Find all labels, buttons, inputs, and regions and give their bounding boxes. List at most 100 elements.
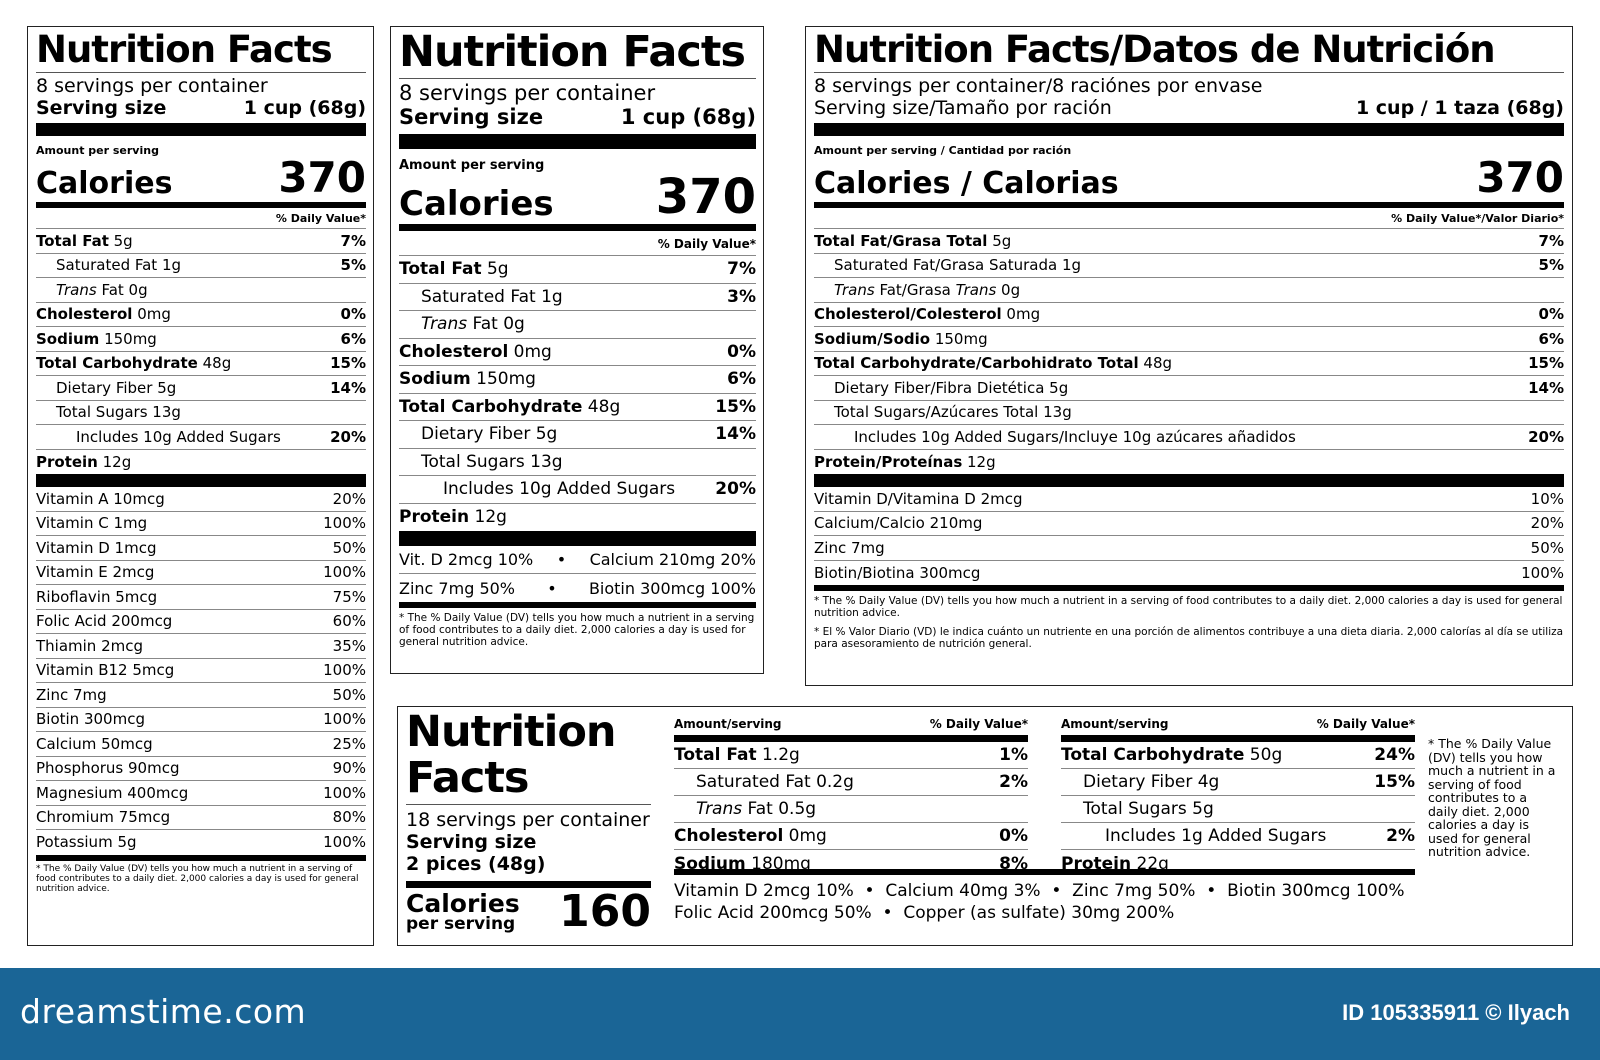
nutrient-amount: 12g	[97, 452, 132, 471]
vitamin-name: Biotin 300mcg	[36, 710, 145, 729]
nutrient-label-cont: Fat	[96, 280, 124, 299]
amount-per-serving: Amount per serving / Cantidad por ración	[814, 144, 1072, 157]
image-id: ID 105335911 © Ilyach	[1342, 1000, 1570, 1026]
nutrient-row: Cholesterol/Colesterol 0mg 0%	[814, 303, 1564, 327]
nutrient-name: Saturated Fat/Grasa Saturada 1g	[814, 256, 1081, 274]
bullet: •	[547, 578, 557, 598]
label-title-line1: Nutrition	[406, 707, 617, 757]
nutrient-row: Sodium 150mg 6%	[36, 327, 366, 352]
vitamin-row: Vit. D 2mcg 10% • Calcium 210mg 20%	[399, 546, 756, 574]
nutrient-row: Includes 1g Added Sugars 2%	[1061, 823, 1415, 850]
footnote: * The % Daily Value (DV) tells you how m…	[399, 612, 755, 649]
vitamin-daily-value: 50%	[332, 685, 366, 704]
vitamin-row: Calcium 50mcg 25%	[36, 732, 366, 757]
calories-label: Calories / Calorias	[814, 166, 1119, 201]
nutrient-name: Protein 22g	[1061, 854, 1169, 874]
vitamin-daily-value: 100%	[323, 783, 366, 802]
nutrient-row: Cholesterol 0mg 0%	[36, 303, 366, 327]
daily-value: 15%	[715, 396, 756, 417]
nutrient-row: Cholesterol 0mg 0%	[674, 823, 1028, 850]
vitamin-daily-value: 100%	[1521, 563, 1564, 582]
vitamin-daily-value: 10%	[1530, 489, 1564, 508]
vitamin-daily-value: 75%	[332, 587, 366, 606]
dreamstime-logo[interactable]: dreamstime.com	[20, 992, 307, 1031]
vitamin-name: Magnesium 400mcg	[36, 783, 189, 802]
serving-size-label: Serving size/Tamaño por ración	[814, 97, 1112, 119]
nutrient-row: Saturated Fat 0.2g 2%	[674, 769, 1028, 796]
nutrient-label: Protein	[1061, 853, 1132, 874]
nutrient-name: Dietary Fiber/Fibra Dietética 5g	[814, 379, 1068, 397]
vitamin-line-1: Vitamin D 2mcg 10% • Calcium 40mg 3% • Z…	[674, 881, 1405, 901]
nutrient-label: Saturated Fat/Grasa Saturada	[834, 256, 1058, 275]
footnote: * The % Daily Value (DV) tells you how m…	[1428, 736, 1556, 859]
amount-serving-header: Amount/serving	[674, 717, 782, 731]
calories-label: Calories	[406, 889, 520, 918]
vitamin-row: Biotin/Biotina 300mcg 100%	[814, 561, 1564, 586]
daily-value: 5%	[340, 256, 366, 275]
vitamin-daily-value: 100%	[323, 514, 366, 533]
nutrient-name: Protein 12g	[36, 453, 131, 471]
nutrient-name: Total Carbohydrate 48g	[36, 354, 231, 372]
nutrient-row: Total Sugars 13g	[36, 401, 366, 425]
nutrient-name: Cholesterol 0mg	[674, 826, 827, 846]
nutrient-label: Cholesterol	[399, 341, 509, 362]
nutrient-row: Dietary Fiber/Fibra Dietética 5g 14%	[814, 376, 1564, 401]
nutrient-amount: 5g	[530, 424, 558, 445]
nutrient-name: Total Fat 5g	[36, 232, 133, 250]
serving-size-value: 2 pices (48g)	[406, 853, 546, 875]
nutrient-label: Protein	[399, 507, 470, 528]
biotin: Biotin 300mcg 100%	[588, 578, 756, 598]
nutrient-amount: 4g	[1192, 772, 1220, 792]
nutrient-row: Total Carbohydrate 48g 15%	[36, 352, 366, 376]
daily-value: 0%	[999, 826, 1028, 846]
nutrient-label: Sodium	[36, 329, 100, 348]
daily-value-header: % Daily Value*	[929, 717, 1028, 731]
nutrient-name: Total Fat 5g	[399, 259, 509, 279]
vitamin-daily-value: 90%	[332, 759, 366, 778]
nutrient-row: Trans Fat/Grasa Trans 0g	[814, 278, 1564, 303]
amount-per-serving: Amount per serving	[399, 158, 545, 173]
vitamin-line-2: Folic Acid 200mcg 50% • Copper (as sulfa…	[674, 903, 1175, 923]
nutrition-label-3: Nutrition Facts/Datos de Nutrición 8 ser…	[805, 26, 1573, 686]
nutrient-amount: 1g	[1057, 256, 1082, 275]
vitamin-name: Vitamin A 10mcg	[36, 489, 165, 508]
serving-size-label: Serving size	[36, 97, 167, 119]
vitamin-d: Vit. D 2mcg 10%	[399, 550, 534, 569]
nutrient-label: Total Carbohydrate/Carbohidrato Total	[814, 354, 1139, 373]
calories-value: 370	[278, 153, 366, 202]
nutrient-name: Dietary Fiber 5g	[36, 379, 176, 397]
nutrient-label: Cholesterol	[674, 826, 784, 846]
nutrient-label: Includes 10g Added Sugars	[443, 479, 676, 500]
servings-per-container: 8 servings per container/8 raciónes por …	[814, 75, 1263, 97]
nutrient-label: Total Sugars	[56, 403, 148, 422]
nutrient-amount: 0g	[996, 280, 1021, 299]
daily-value: 20%	[1528, 427, 1564, 446]
nutrient-amount: 13g	[1038, 403, 1072, 422]
nutrient-name: Protein/Proteínas 12g	[814, 453, 996, 471]
label-title: Nutrition Facts	[399, 27, 746, 77]
vitamin-daily-value: 100%	[323, 563, 366, 582]
nutrient-row: Total Sugars 13g	[399, 449, 756, 476]
nutrient-amount: 12g	[962, 452, 996, 471]
nutrient-amount: 1.2g	[756, 745, 800, 765]
nutrient-amount: 150mg	[99, 329, 157, 348]
nutrient-label: Dietary Fiber/Fibra Dietética	[834, 378, 1045, 397]
nutrient-amount: 1g	[157, 256, 182, 275]
nutrient-row: Total Sugars 5g	[1061, 796, 1415, 823]
nutrient-name: Total Fat/Grasa Total 5g	[814, 232, 1011, 250]
vitamin-name: Vitamin C 1mg	[36, 514, 148, 533]
nutrient-list-right: Total Carbohydrate 50g 24% Dietary Fiber 4…	[1061, 742, 1415, 877]
nutrient-row: Trans Fat 0g	[399, 311, 756, 339]
nutrient-label-cont: Fat	[742, 799, 773, 819]
nutrient-row: Protein/Proteínas 12g	[814, 450, 1564, 475]
servings-per-container: 8 servings per container	[399, 81, 656, 105]
daily-value: 14%	[715, 424, 756, 445]
nutrient-amount: 0mg	[783, 826, 827, 846]
nutrient-name: Sodium 150mg	[399, 369, 536, 389]
daily-value: 2%	[1386, 826, 1415, 846]
vitamin-name: Calcium/Calcio 210mg	[814, 514, 983, 533]
calories-label: Calories	[399, 184, 554, 224]
serving-size-label: Serving size	[399, 105, 544, 129]
nutrient-name: Includes 10g Added Sugars	[399, 479, 675, 499]
nutrient-row: Total Sugars/Azúcares Total 13g	[814, 401, 1564, 425]
